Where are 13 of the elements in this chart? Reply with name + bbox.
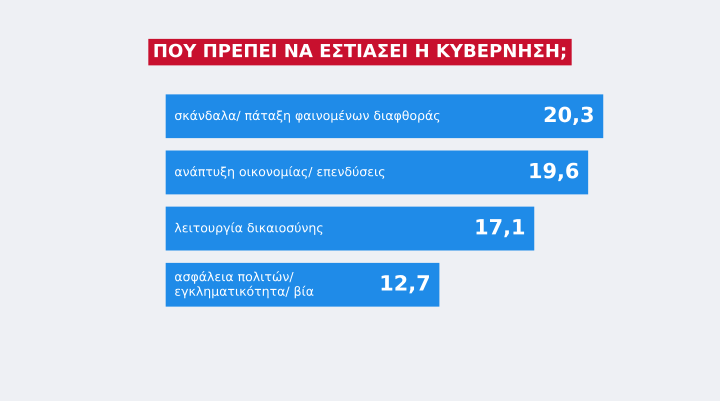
- y-tick-label: ασφάλεια πολιτών/ εγκληματικότητα/ βία: [175, 271, 314, 298]
- data-label: 12,7: [382, 274, 429, 294]
- y-tick-label: λειτουργία δικαιοσύνης: [174, 222, 322, 235]
- chart-title: ΠΟΥ ΠΡΕΠΕΙ ΝΑ ΕΣΤΙΑΣΕΙ Η ΚΥΒΕΡΝΗΣΗ;: [154, 44, 566, 60]
- bar: [166, 206, 534, 250]
- bar: [166, 150, 588, 194]
- data-label: 17,1: [476, 219, 524, 238]
- y-tick-label: ανάπτυξη οικονομίας/ επενδύσεις: [175, 166, 384, 179]
- data-label: 20,3: [544, 106, 593, 125]
- data-label: 19,6: [530, 162, 578, 182]
- bar: [166, 262, 440, 307]
- bar: [166, 94, 604, 138]
- y-tick-label: σκάνδαλα/ πάταξη φαινομένων διαφθοράς: [175, 110, 440, 123]
